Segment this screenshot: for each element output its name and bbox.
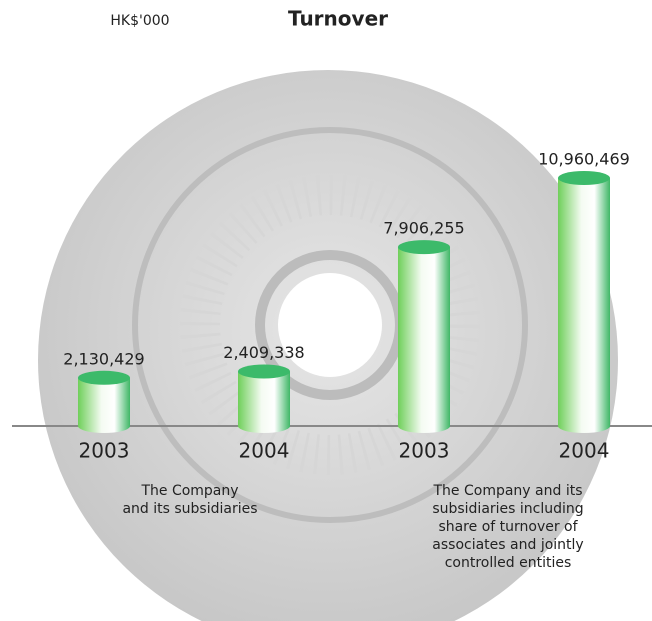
group-label: share of turnover of xyxy=(438,519,578,535)
x-tick-label: 2004 xyxy=(239,439,290,463)
x-tick-label: 2003 xyxy=(399,439,450,463)
bar-cap xyxy=(558,171,610,185)
value-label: 2,409,338 xyxy=(223,343,304,362)
bar-cap xyxy=(78,370,130,385)
bar-cap xyxy=(398,240,450,255)
bar-body xyxy=(238,371,290,433)
group-label: controlled entities xyxy=(445,555,572,571)
value-label: 2,130,429 xyxy=(63,349,144,368)
x-tick-label: 2003 xyxy=(79,439,130,463)
bar xyxy=(398,240,450,433)
group-label: subsidiaries including xyxy=(432,501,583,517)
bar xyxy=(558,171,610,433)
unit-label: HK$'000 xyxy=(110,13,169,29)
bar-cap xyxy=(238,364,290,379)
value-label: 10,960,469 xyxy=(538,150,630,169)
group-label: The Company xyxy=(140,483,238,499)
x-tick-label: 2004 xyxy=(559,439,610,463)
value-label: 7,906,255 xyxy=(383,219,464,238)
bar xyxy=(78,370,130,433)
group-label: The Company and its xyxy=(432,483,582,499)
bar-body xyxy=(78,377,130,433)
group-label: and its subsidiaries xyxy=(122,501,257,517)
bar-body xyxy=(398,247,450,433)
group-label: associates and jointly xyxy=(432,537,583,553)
bar xyxy=(238,364,290,433)
background-disc xyxy=(38,70,618,621)
bar-body xyxy=(558,178,610,433)
chart-title: Turnover xyxy=(288,7,388,31)
